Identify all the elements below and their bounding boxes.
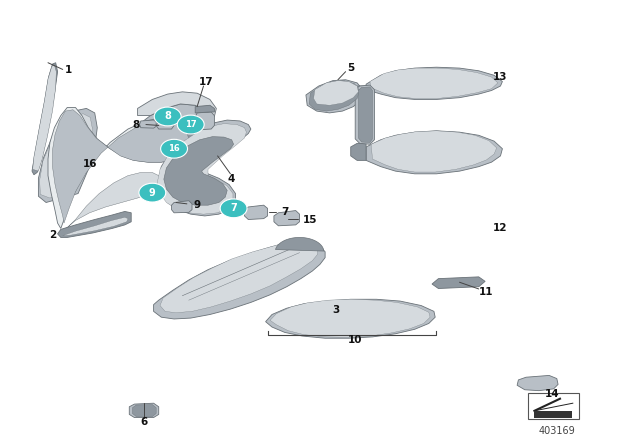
Text: 16: 16 [83,159,97,168]
Circle shape [139,183,166,202]
Text: 9: 9 [193,200,200,210]
Polygon shape [306,80,364,113]
Polygon shape [371,131,497,172]
Polygon shape [244,205,268,220]
Text: 9: 9 [149,188,156,198]
Polygon shape [164,137,234,205]
Circle shape [154,107,181,126]
Polygon shape [40,114,93,198]
Text: 15: 15 [303,215,317,224]
Polygon shape [432,277,485,289]
Polygon shape [157,124,246,214]
Polygon shape [355,85,374,144]
Polygon shape [33,65,56,171]
Polygon shape [48,108,193,228]
Polygon shape [160,241,317,313]
Polygon shape [314,81,358,105]
Polygon shape [351,143,366,160]
Polygon shape [358,87,372,142]
Polygon shape [172,201,192,213]
Text: 4: 4 [228,174,236,184]
Polygon shape [275,237,324,251]
Polygon shape [38,108,97,202]
Polygon shape [63,217,128,236]
Text: 7: 7 [230,203,237,213]
Text: 13: 13 [493,72,508,82]
Polygon shape [129,403,159,418]
Polygon shape [351,86,366,90]
Text: 11: 11 [479,287,493,297]
Polygon shape [132,405,156,417]
Text: 17: 17 [199,77,213,86]
Circle shape [161,139,188,158]
Text: 3: 3 [332,305,340,315]
Polygon shape [58,211,131,237]
Polygon shape [140,120,156,128]
Polygon shape [366,131,502,174]
Text: 17: 17 [185,120,196,129]
Polygon shape [370,68,498,99]
Circle shape [177,115,204,134]
Text: 1: 1 [65,65,72,75]
Polygon shape [195,112,214,130]
Polygon shape [116,104,214,158]
Text: 403169: 403169 [538,426,575,436]
Text: 8: 8 [132,120,140,129]
Polygon shape [32,63,58,175]
Polygon shape [366,67,502,99]
Text: 2: 2 [49,230,56,240]
Polygon shape [159,120,251,216]
Text: 12: 12 [493,224,508,233]
Text: 14: 14 [545,389,559,399]
Polygon shape [309,81,360,111]
Polygon shape [154,241,325,319]
Polygon shape [266,299,435,338]
Polygon shape [156,122,174,129]
Text: 10: 10 [348,335,362,345]
Polygon shape [52,110,189,223]
Text: 5: 5 [347,63,355,73]
Polygon shape [63,172,161,229]
Text: 8: 8 [164,112,171,121]
Circle shape [220,199,247,218]
Polygon shape [138,129,202,156]
Text: 7: 7 [282,207,289,217]
Polygon shape [195,105,214,113]
Polygon shape [274,211,300,226]
Polygon shape [270,299,430,337]
Polygon shape [517,375,558,391]
Polygon shape [138,92,216,116]
Bar [528,393,579,419]
Bar [534,411,572,418]
Text: 6: 6 [140,417,148,427]
Text: 16: 16 [168,144,180,153]
